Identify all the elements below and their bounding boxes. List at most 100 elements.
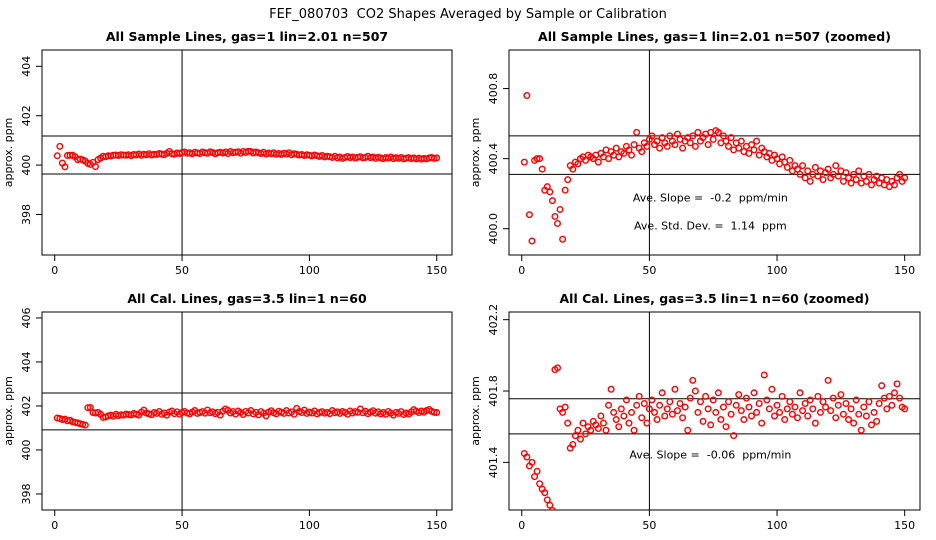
point bbox=[865, 398, 873, 406]
point bbox=[523, 453, 531, 461]
point bbox=[587, 426, 595, 434]
x-tick-label: 50 bbox=[175, 264, 189, 277]
point bbox=[786, 398, 794, 406]
point bbox=[842, 169, 850, 177]
point bbox=[684, 426, 692, 434]
x-tick-label: 150 bbox=[894, 264, 915, 277]
point bbox=[799, 162, 807, 170]
y-tick-label: 400.8 bbox=[487, 73, 500, 105]
point bbox=[533, 467, 541, 475]
point bbox=[628, 151, 636, 159]
point bbox=[742, 394, 750, 402]
point bbox=[658, 389, 666, 397]
point bbox=[783, 163, 791, 171]
point bbox=[556, 205, 564, 213]
point bbox=[770, 412, 778, 420]
point bbox=[694, 408, 702, 416]
panel-title: All Cal. Lines, gas=3.5 lin=1 n=60 (zoom… bbox=[560, 291, 870, 306]
panel: All Cal. Lines, gas=3.5 lin=1 n=60 approx… bbox=[2, 291, 453, 532]
point bbox=[857, 426, 865, 434]
point bbox=[569, 165, 577, 173]
point bbox=[901, 405, 909, 413]
point bbox=[842, 400, 850, 408]
point bbox=[620, 412, 628, 420]
point bbox=[691, 142, 699, 150]
point bbox=[847, 179, 855, 187]
point bbox=[620, 149, 628, 157]
plot-area bbox=[42, 312, 452, 510]
point bbox=[783, 405, 791, 413]
figure-title: FEF_080703 CO2 Shapes Averaged by Sample… bbox=[269, 7, 667, 22]
point bbox=[750, 389, 758, 397]
point bbox=[814, 172, 822, 180]
point bbox=[804, 167, 812, 175]
point bbox=[745, 403, 753, 411]
x-tick-label: 150 bbox=[426, 264, 447, 277]
point bbox=[806, 177, 814, 185]
point bbox=[615, 153, 623, 161]
point bbox=[735, 144, 743, 152]
point bbox=[719, 132, 727, 140]
y-tick-label: 404 bbox=[20, 351, 33, 372]
y-tick-label: 404 bbox=[20, 56, 33, 77]
panel: All Sample Lines, gas=1 lin=2.01 n=507 ap… bbox=[2, 29, 453, 277]
point bbox=[765, 405, 773, 413]
plot-area bbox=[509, 50, 920, 255]
point bbox=[763, 396, 771, 404]
point bbox=[622, 396, 630, 404]
plot-frame bbox=[508, 311, 921, 511]
point bbox=[546, 188, 554, 196]
point bbox=[809, 405, 817, 413]
point bbox=[643, 142, 651, 150]
annotation: Ave. Std. Dev. = 1.14 ppm bbox=[634, 220, 787, 233]
point bbox=[630, 426, 638, 434]
point bbox=[748, 141, 756, 149]
point bbox=[653, 137, 661, 145]
point bbox=[546, 501, 554, 509]
point bbox=[870, 408, 878, 416]
point bbox=[658, 134, 666, 142]
point bbox=[686, 394, 694, 402]
point bbox=[666, 398, 674, 406]
point bbox=[605, 155, 613, 163]
plot-frame bbox=[508, 49, 921, 256]
point bbox=[605, 401, 613, 409]
point bbox=[773, 401, 781, 409]
point bbox=[666, 132, 674, 140]
point bbox=[56, 142, 64, 150]
point bbox=[834, 401, 842, 409]
point bbox=[579, 419, 587, 427]
point bbox=[564, 419, 572, 427]
point bbox=[551, 212, 559, 220]
point bbox=[850, 170, 858, 178]
point bbox=[569, 441, 577, 449]
point bbox=[837, 391, 845, 399]
point bbox=[852, 396, 860, 404]
point bbox=[543, 183, 551, 191]
point bbox=[625, 419, 633, 427]
point bbox=[696, 398, 704, 406]
point bbox=[571, 432, 579, 440]
point bbox=[541, 489, 549, 497]
point bbox=[686, 139, 694, 147]
point bbox=[653, 416, 661, 424]
point bbox=[533, 155, 541, 163]
point bbox=[597, 412, 605, 420]
point bbox=[860, 403, 868, 411]
point bbox=[824, 376, 832, 384]
point bbox=[607, 385, 615, 393]
x-tick-label: 0 bbox=[51, 519, 58, 532]
point bbox=[791, 403, 799, 411]
point bbox=[888, 401, 896, 409]
x-tick-label: 100 bbox=[767, 264, 788, 277]
point bbox=[433, 409, 441, 417]
point bbox=[788, 410, 796, 418]
point bbox=[704, 405, 712, 413]
y-axis-label: approx. ppm bbox=[469, 376, 482, 446]
y-axis-label: approx. ppm bbox=[2, 118, 15, 188]
point bbox=[574, 426, 582, 434]
y-axis-label: approx. ppm bbox=[2, 376, 15, 446]
point bbox=[867, 421, 875, 429]
point bbox=[663, 142, 671, 150]
point bbox=[901, 174, 909, 182]
